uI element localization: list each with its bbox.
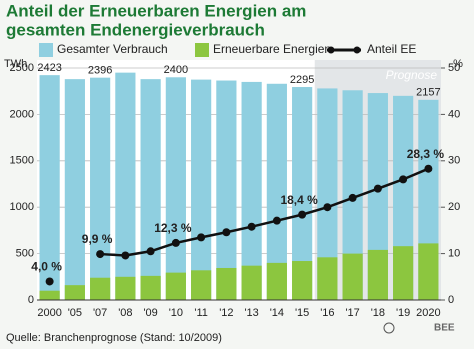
y-tick-label: 500 [16, 248, 34, 260]
line-point [247, 222, 256, 231]
y-unit: TWh [4, 58, 27, 70]
data-label: 2157 [416, 87, 440, 99]
bar [266, 262, 287, 300]
line-point [298, 210, 307, 219]
bar [64, 285, 85, 300]
line-point [121, 251, 130, 260]
y-tick-label: 2000 [10, 108, 34, 120]
x-tick-label: '12 [219, 307, 233, 319]
bar [342, 253, 363, 300]
y2-unit: % [453, 58, 463, 70]
x-tick-label: '05 [68, 307, 82, 319]
bar [191, 79, 212, 300]
chart-title: gesamten Endenergieverbrauch [6, 20, 265, 39]
line-point [96, 250, 105, 259]
y-tick-label: 1500 [10, 155, 34, 167]
line-point [272, 216, 281, 225]
line-point [222, 228, 231, 237]
legend-label: Gesamter Verbrauch [57, 42, 168, 56]
legend-label: Erneuerbare Energien [213, 42, 331, 56]
bar [64, 79, 85, 300]
x-tick-label: '09 [143, 307, 157, 319]
bar [216, 267, 237, 300]
x-tick-label: '07 [93, 307, 107, 319]
x-tick-label: '13 [244, 307, 258, 319]
y2-tick-label: 10 [448, 248, 460, 260]
bar [241, 81, 262, 300]
bar [266, 83, 287, 300]
bar [140, 275, 161, 300]
data-label: 2295 [290, 74, 314, 86]
bar [39, 75, 60, 300]
line-point [146, 247, 155, 256]
bar [90, 77, 111, 300]
line-point [323, 203, 332, 212]
x-tick-label: '15 [295, 307, 309, 319]
legend-label: Anteil EE [367, 42, 416, 56]
bar [418, 243, 439, 300]
y2-tick-label: 50 [448, 62, 460, 74]
data-label: 2400 [164, 64, 188, 76]
line-point [348, 193, 357, 202]
y-tick-label: 1000 [10, 201, 34, 213]
bar [115, 276, 136, 300]
bar [191, 270, 212, 300]
y2-tick-label: 20 [448, 201, 460, 213]
bar [393, 246, 414, 300]
y-tick-label: 0 [28, 294, 34, 306]
x-tick-label: '17 [345, 307, 359, 319]
bar [367, 249, 388, 300]
line-point [197, 233, 206, 242]
bar [165, 77, 186, 300]
bar [317, 257, 338, 300]
x-tick-label: '14 [270, 307, 284, 319]
bar [90, 277, 111, 300]
line [100, 167, 429, 257]
line-point [373, 184, 382, 193]
x-tick-label: '10 [169, 307, 183, 319]
bar [216, 80, 237, 300]
legend-symbol [353, 46, 361, 54]
x-tick-label: '19 [396, 307, 410, 319]
data-label: 9,9 % [82, 232, 113, 246]
data-label: 18,4 % [280, 193, 318, 207]
bar [317, 88, 338, 300]
data-label: 28,3 % [407, 147, 445, 161]
x-tick-label: 2020 [416, 307, 440, 319]
data-label: 2423 [37, 62, 61, 74]
bar [165, 272, 186, 300]
data-label: 2396 [88, 65, 112, 77]
bar [39, 290, 60, 300]
x-tick-label: '11 [194, 307, 208, 319]
x-tick-label: '08 [118, 307, 132, 319]
source: Quelle: Branchenprognose (Stand: 10/2009… [6, 332, 222, 344]
line-point [45, 277, 54, 286]
x-tick-label: '18 [371, 307, 385, 319]
annotation: Prognose [386, 68, 438, 82]
y2-tick-label: 0 [448, 294, 454, 306]
legend-symbol [39, 43, 53, 57]
data-label: 4,0 % [31, 260, 62, 274]
data-label: 12,3 % [154, 221, 192, 235]
bar [241, 265, 262, 300]
bar [140, 79, 161, 300]
logo-mark [383, 322, 395, 334]
legend-symbol [327, 46, 335, 54]
bar [292, 261, 313, 300]
line-point [424, 164, 433, 173]
legend-symbol [195, 43, 209, 57]
y2-tick-label: 30 [448, 155, 460, 167]
chart-title: Anteil der Erneuerbaren Energien am [6, 1, 306, 20]
bar [115, 72, 136, 300]
logo: BEE [434, 323, 455, 334]
line-point [399, 175, 408, 184]
bar [367, 93, 388, 300]
y2-tick-label: 40 [448, 108, 460, 120]
x-tick-label: 2000 [37, 307, 61, 319]
y-tick-label: 2500 [10, 62, 34, 74]
bar [292, 87, 313, 300]
x-tick-label: '16 [320, 307, 334, 319]
line-point [171, 238, 180, 247]
